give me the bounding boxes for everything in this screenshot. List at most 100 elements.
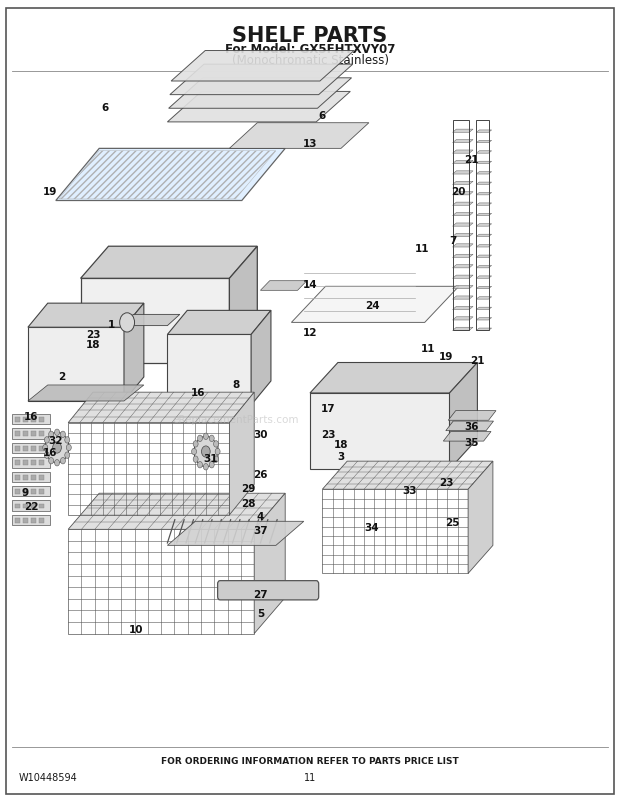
Text: 13: 13: [303, 140, 317, 149]
Polygon shape: [310, 393, 450, 469]
Text: 21: 21: [464, 156, 479, 165]
Text: 20: 20: [451, 188, 466, 197]
Polygon shape: [260, 281, 307, 290]
Polygon shape: [453, 296, 473, 299]
Circle shape: [55, 429, 60, 435]
Bar: [23, 504, 28, 508]
Polygon shape: [476, 297, 492, 299]
Polygon shape: [453, 129, 473, 132]
Polygon shape: [453, 275, 473, 278]
Text: 36: 36: [464, 422, 479, 431]
Polygon shape: [453, 286, 473, 289]
Bar: [15, 417, 20, 422]
Text: 25: 25: [445, 518, 460, 528]
Bar: [15, 475, 20, 480]
Bar: [31, 475, 36, 480]
Polygon shape: [476, 318, 492, 320]
Polygon shape: [443, 431, 491, 441]
Circle shape: [45, 452, 50, 459]
Polygon shape: [170, 64, 353, 95]
Bar: [23, 475, 28, 480]
Text: 21: 21: [470, 356, 485, 366]
Bar: [31, 446, 36, 451]
Polygon shape: [476, 265, 492, 268]
Circle shape: [120, 313, 135, 332]
Text: 17: 17: [321, 404, 336, 414]
Circle shape: [192, 448, 197, 455]
Circle shape: [45, 432, 69, 463]
Bar: [23, 518, 28, 523]
Bar: [15, 504, 20, 508]
Polygon shape: [167, 310, 271, 334]
Bar: [23, 460, 28, 465]
Text: 19: 19: [42, 188, 57, 197]
Circle shape: [43, 444, 48, 451]
Text: 16: 16: [24, 412, 38, 422]
Text: FOR ORDERING INFORMATION REFER TO PARTS PRICE LIST: FOR ORDERING INFORMATION REFER TO PARTS …: [161, 757, 459, 767]
Circle shape: [215, 448, 220, 455]
Polygon shape: [124, 303, 144, 401]
Polygon shape: [453, 171, 473, 174]
Polygon shape: [476, 182, 492, 184]
Polygon shape: [251, 310, 271, 405]
Circle shape: [203, 433, 208, 439]
Polygon shape: [476, 213, 492, 216]
Bar: [12, 428, 50, 439]
Text: 35: 35: [464, 438, 479, 448]
Polygon shape: [68, 392, 254, 423]
Polygon shape: [476, 172, 492, 174]
Text: 34: 34: [365, 523, 379, 533]
Polygon shape: [453, 223, 473, 226]
Polygon shape: [453, 213, 473, 216]
Circle shape: [49, 431, 54, 438]
Bar: [31, 504, 36, 508]
Polygon shape: [453, 317, 473, 320]
Polygon shape: [476, 203, 492, 205]
Text: 27: 27: [253, 590, 268, 600]
Polygon shape: [453, 202, 473, 205]
Polygon shape: [453, 140, 473, 143]
FancyBboxPatch shape: [218, 581, 319, 600]
Bar: [23, 446, 28, 451]
Text: SHELF PARTS: SHELF PARTS: [232, 26, 388, 46]
Text: 37: 37: [253, 526, 268, 536]
Bar: [15, 446, 20, 451]
Polygon shape: [476, 192, 492, 195]
Bar: [12, 457, 50, 468]
Circle shape: [202, 446, 210, 457]
Polygon shape: [476, 130, 492, 132]
Text: eReplacementParts.com: eReplacementParts.com: [172, 415, 299, 425]
Circle shape: [203, 464, 208, 470]
Polygon shape: [254, 493, 285, 634]
Polygon shape: [28, 327, 124, 401]
Text: 4: 4: [257, 512, 264, 522]
Text: 3: 3: [337, 452, 345, 462]
Circle shape: [64, 452, 69, 459]
Polygon shape: [476, 276, 492, 278]
Circle shape: [53, 442, 61, 453]
Circle shape: [194, 436, 218, 467]
Polygon shape: [476, 307, 492, 310]
Text: 18: 18: [86, 340, 100, 350]
Text: 23: 23: [321, 430, 336, 439]
Polygon shape: [476, 255, 492, 257]
Polygon shape: [229, 392, 254, 515]
Bar: [39, 460, 44, 465]
Circle shape: [66, 444, 71, 451]
Text: 23: 23: [439, 478, 454, 488]
Bar: [23, 431, 28, 436]
Bar: [476, 120, 489, 330]
Polygon shape: [453, 181, 473, 184]
Bar: [12, 472, 50, 482]
Polygon shape: [468, 461, 493, 573]
Bar: [15, 518, 20, 523]
Bar: [39, 475, 44, 480]
Bar: [15, 431, 20, 436]
Text: 30: 30: [253, 430, 268, 439]
Polygon shape: [81, 278, 229, 363]
Text: 22: 22: [24, 502, 38, 512]
Text: W10448594: W10448594: [19, 773, 78, 783]
Text: 11: 11: [304, 773, 316, 783]
Polygon shape: [310, 363, 477, 393]
Polygon shape: [121, 314, 180, 326]
